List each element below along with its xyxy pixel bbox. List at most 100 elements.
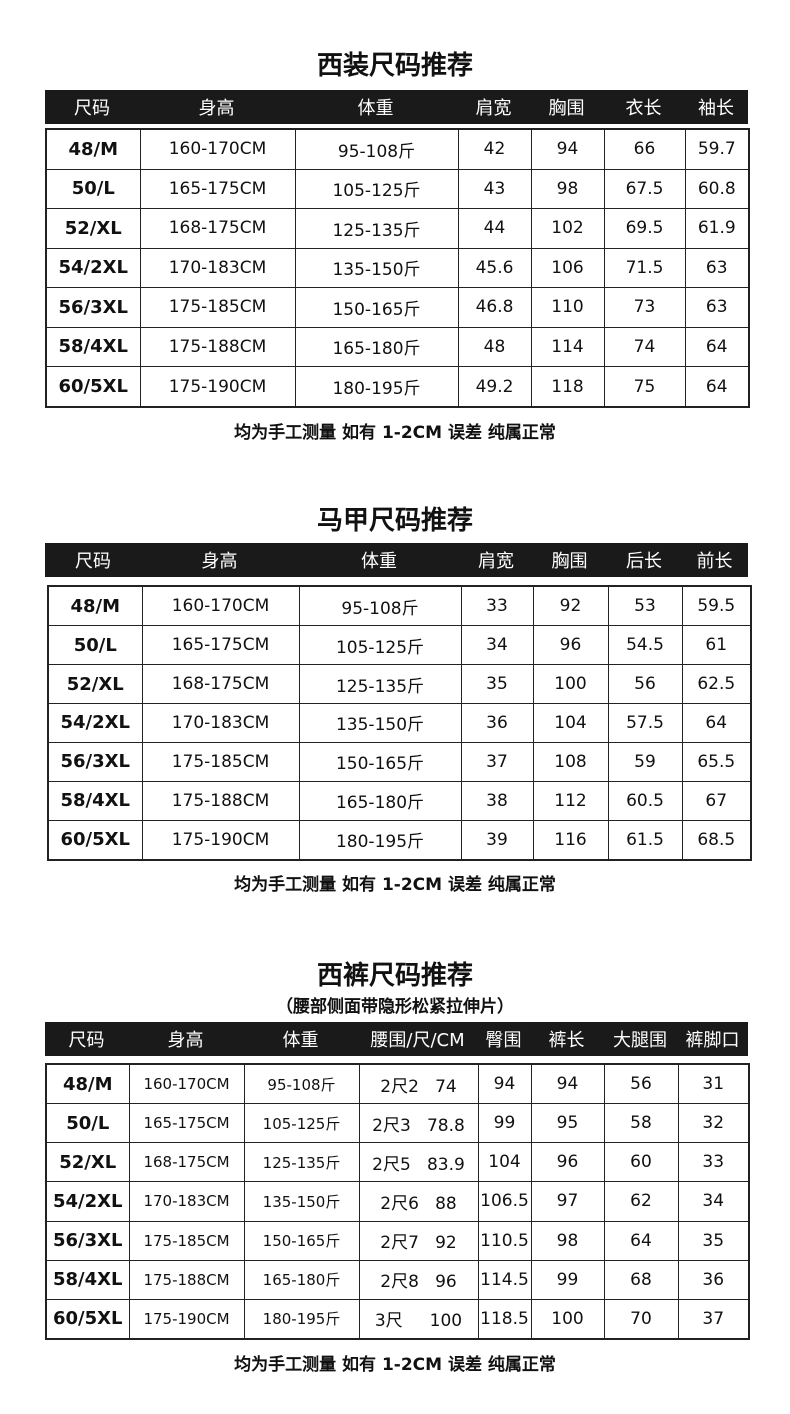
table-cell: 165-180斤: [298, 780, 462, 821]
table-cell: 105-125斤: [298, 625, 462, 666]
table-cell: 44: [457, 208, 532, 249]
table-cell: 94: [477, 1063, 532, 1105]
suit-measurement-note: 均为手工测量 如有 1-2CM 误差 纯属正常: [234, 423, 556, 443]
size-cell: 52/XL: [45, 1142, 130, 1183]
table-cell: 104: [477, 1142, 532, 1183]
trousers-size-table: 48/M 160-170CM 95-108斤 2尺2 74 94 94 56 31 50/L 16…: [45, 1063, 750, 1340]
table-cell: 3尺 100: [358, 1298, 479, 1340]
column-header: 臀围: [485, 1030, 522, 1051]
suit-table-title: 西装尺码推荐: [316, 51, 473, 81]
table-cell: 165-180斤: [294, 326, 459, 368]
table-cell: 97: [530, 1181, 605, 1222]
size-cell: 58/4XL: [45, 1259, 130, 1300]
vest-table-header: 尺码 身高 体重 肩宽 胸围 后长 前长: [45, 543, 748, 577]
table-cell: 60.5: [607, 780, 683, 821]
table-cell: 38: [460, 780, 534, 821]
table-cell: 56: [603, 1063, 679, 1105]
trousers-table-subtitle: （腰部侧面带隐形松紧拉伸片）: [276, 997, 514, 1017]
table-cell: 180-195斤: [243, 1298, 360, 1340]
table-cell: 168-175CM: [141, 664, 300, 705]
column-header: 胸围: [551, 551, 588, 572]
table-cell: 150-165斤: [243, 1220, 360, 1261]
table-row: 48/M 160-170CM 95-108斤 42 94 66 59.7: [45, 128, 750, 170]
table-row: 60/5XL 175-190CM 180-195斤 49.2 118 75 64: [45, 366, 750, 408]
table-cell: 37: [460, 741, 534, 782]
table-row: 48/M 160-170CM 95-108斤 33 92 53 59.5: [47, 585, 752, 627]
table-row: 52/XL 168-175CM 125-135斤 2尺5 83.9 104 96 60 33: [45, 1142, 750, 1183]
table-cell: 160-170CM: [139, 128, 296, 170]
table-cell: 114.5: [477, 1259, 532, 1300]
table-cell: 2尺7 92: [358, 1220, 479, 1261]
table-cell: 180-195斤: [294, 366, 459, 408]
table-cell: 100: [532, 664, 609, 705]
table-cell: 175-185CM: [141, 741, 300, 782]
table-cell: 69.5: [603, 208, 686, 249]
table-cell: 116: [532, 819, 609, 861]
table-cell: 60.8: [684, 168, 750, 210]
table-cell: 61.9: [684, 208, 750, 249]
column-header: 身高: [201, 551, 238, 572]
table-cell: 168-175CM: [128, 1142, 245, 1183]
table-cell: 68.5: [681, 819, 752, 861]
table-cell: 96: [530, 1142, 605, 1183]
table-cell: 170-183CM: [141, 703, 300, 743]
table-cell: 106: [530, 247, 605, 289]
table-cell: 68: [603, 1259, 679, 1300]
table-cell: 135-150斤: [243, 1181, 360, 1222]
table-cell: 118: [530, 366, 605, 408]
table-cell: 2尺3 78.8: [358, 1103, 479, 1144]
table-cell: 37: [677, 1298, 750, 1340]
table-cell: 135-150斤: [298, 703, 462, 743]
table-row: 56/3XL 175-185CM 150-165斤 37 108 59 65.5: [47, 741, 752, 782]
table-cell: 2尺2 74: [358, 1063, 479, 1105]
table-cell: 106.5: [477, 1181, 532, 1222]
table-cell: 94: [530, 128, 605, 170]
table-cell: 67: [681, 780, 752, 821]
table-cell: 57.5: [607, 703, 683, 743]
table-cell: 98: [530, 1220, 605, 1261]
column-header: 袖长: [698, 98, 734, 119]
table-cell: 112: [532, 780, 609, 821]
size-cell: 54/2XL: [45, 247, 141, 289]
size-cell: 56/3XL: [45, 1220, 130, 1261]
table-cell: 39: [460, 819, 534, 861]
table-cell: 125-135斤: [298, 664, 462, 705]
table-cell: 48: [457, 326, 532, 368]
table-cell: 54.5: [607, 625, 683, 666]
table-cell: 35: [460, 664, 534, 705]
column-header: 身高: [198, 98, 235, 119]
table-cell: 108: [532, 741, 609, 782]
column-header: 身高: [167, 1030, 204, 1051]
table-cell: 170-183CM: [139, 247, 296, 289]
table-cell: 95: [530, 1103, 605, 1144]
column-header: 衣长: [625, 98, 662, 119]
table-cell: 135-150斤: [294, 247, 459, 289]
column-header: 后长: [626, 551, 662, 572]
table-row: 60/5XL 175-190CM 180-195斤 39 116 61.5 68.5: [47, 819, 752, 861]
table-cell: 160-170CM: [128, 1063, 245, 1105]
column-header: 体重: [357, 98, 394, 119]
column-header: 胸围: [548, 98, 585, 119]
column-header: 肩宽: [475, 98, 512, 119]
size-cell: 48/M: [45, 1063, 130, 1105]
table-cell: 96: [532, 625, 609, 666]
table-row: 52/XL 168-175CM 125-135斤 35 100 56 62.5: [47, 664, 752, 705]
table-cell: 56: [607, 664, 683, 705]
column-header: 裤脚口: [685, 1030, 740, 1051]
table-cell: 168-175CM: [139, 208, 296, 249]
column-header: 裤长: [548, 1030, 585, 1051]
column-header: 前长: [696, 551, 733, 572]
size-cell: 54/2XL: [47, 703, 143, 743]
table-cell: 33: [677, 1142, 750, 1183]
table-cell: 63: [684, 287, 750, 328]
table-cell: 46.8: [457, 287, 532, 328]
table-cell: 34: [460, 625, 534, 666]
table-row: 50/L 165-175CM 105-125斤 34 96 54.5 61: [47, 625, 752, 666]
table-cell: 175-188CM: [141, 780, 300, 821]
table-cell: 165-180斤: [243, 1259, 360, 1300]
table-cell: 2尺8 96: [358, 1259, 479, 1300]
table-cell: 180-195斤: [298, 819, 462, 861]
table-cell: 71.5: [603, 247, 686, 289]
table-cell: 118.5: [477, 1298, 532, 1340]
column-header: 腰围/尺/CM: [370, 1030, 465, 1051]
